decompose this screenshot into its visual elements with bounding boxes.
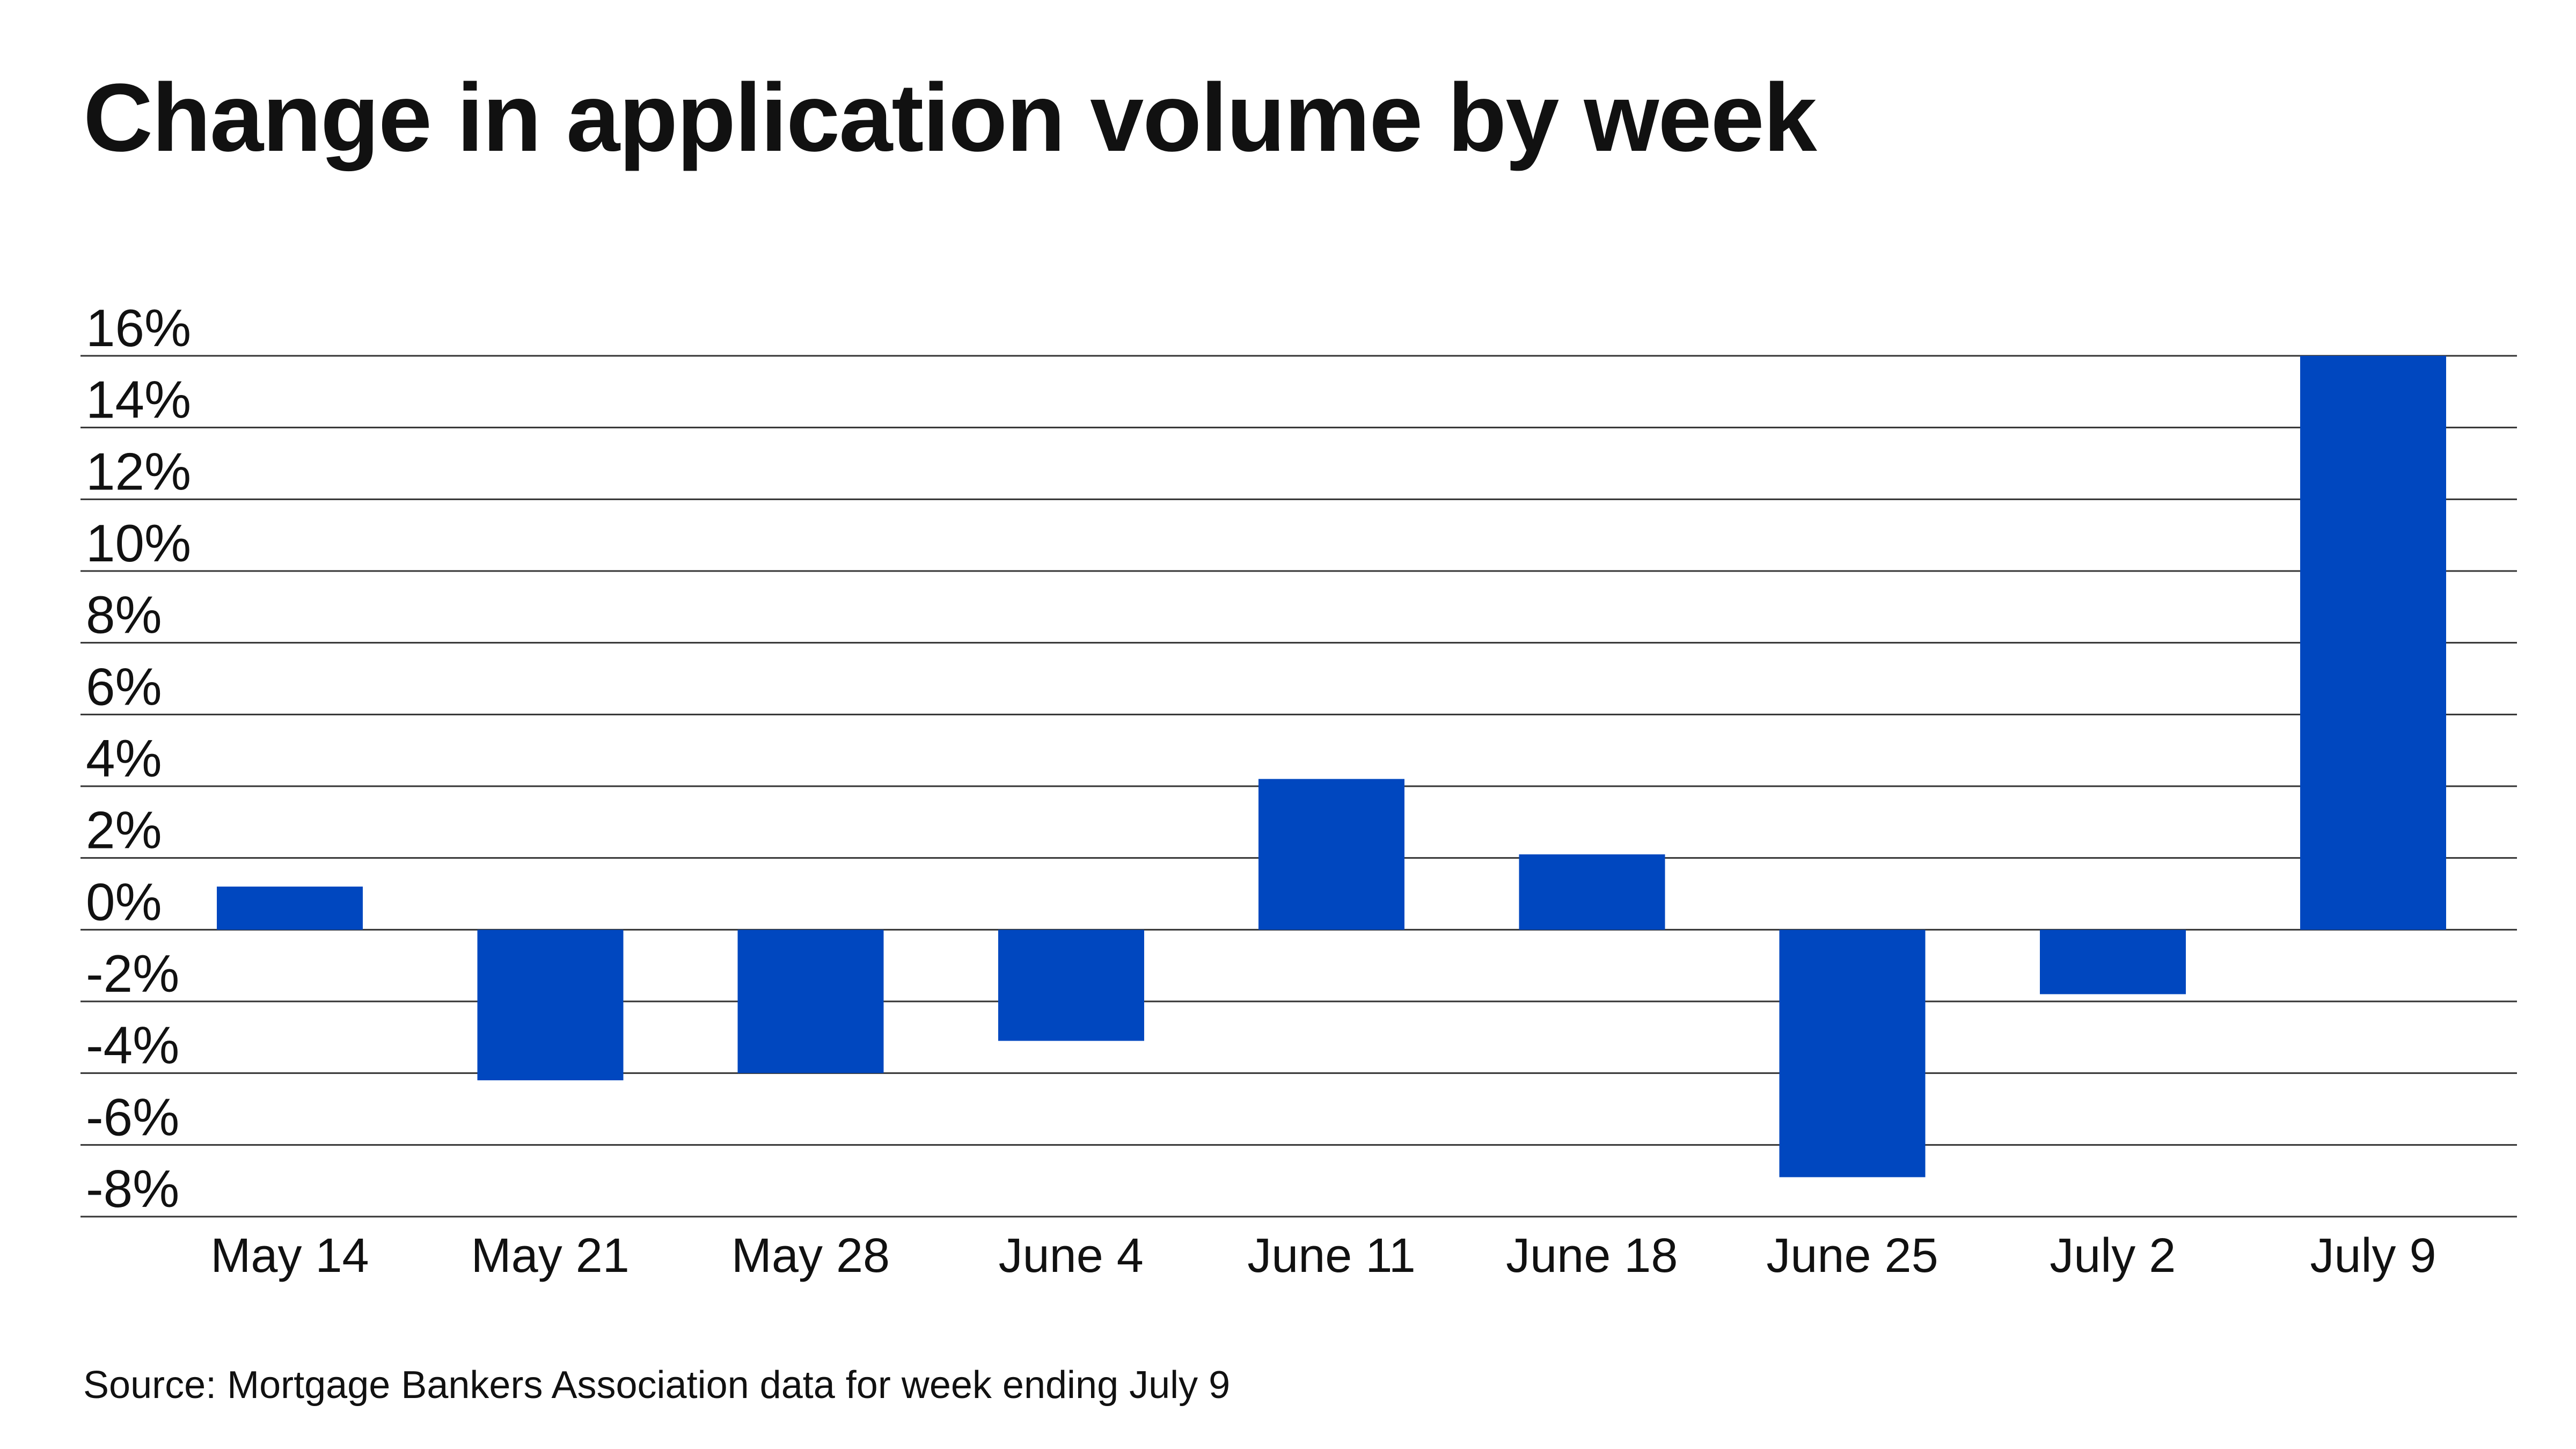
y-tick-label: 0% [86,872,162,931]
bar [2300,356,2446,930]
bar [737,930,884,1073]
x-category-label: May 21 [471,1229,630,1283]
x-category-label: June 4 [999,1229,1144,1283]
y-tick-label: 12% [86,442,191,501]
x-category-label: June 25 [1766,1229,1938,1283]
y-tick-label: 10% [86,514,191,573]
x-category-label: June 18 [1506,1229,1678,1283]
x-axis-category-labels: May 14 May 21 May 28 June 4 June 11 June 18 Ju… [210,1229,2436,1283]
y-tick-label: -4% [86,1016,179,1075]
y-tick-label: 4% [86,729,162,788]
y-axis-tick-labels: 16% 14% 12% 10% 8% 6% 4% 2% 0% -2% -4% -6% -8% [86,298,191,1218]
x-category-label: July 9 [2310,1229,2436,1283]
bars [217,356,2446,1177]
bar [1779,930,1926,1177]
bar [998,930,1144,1041]
y-tick-label: -8% [86,1159,179,1218]
y-tick-label: 8% [86,586,162,645]
x-category-label: June 11 [1247,1229,1416,1283]
bar [477,930,624,1081]
y-tick-label: 2% [86,801,162,860]
bar [1258,779,1404,930]
source-note: Source: Mortgage Bankers Association dat… [83,1364,1231,1407]
chart-title: Change in application volume by week [83,64,1817,172]
x-category-label: May 28 [731,1229,890,1283]
x-category-label: July 2 [2050,1229,2176,1283]
y-tick-label: 6% [86,657,162,716]
bar [1519,854,1665,930]
y-tick-label: 16% [86,298,191,357]
y-tick-label: -2% [86,944,179,1003]
x-category-label: May 14 [210,1229,369,1283]
y-tick-label: -6% [86,1087,179,1146]
bar [2039,930,2186,994]
bar [217,887,363,930]
y-tick-label: 14% [86,370,191,429]
